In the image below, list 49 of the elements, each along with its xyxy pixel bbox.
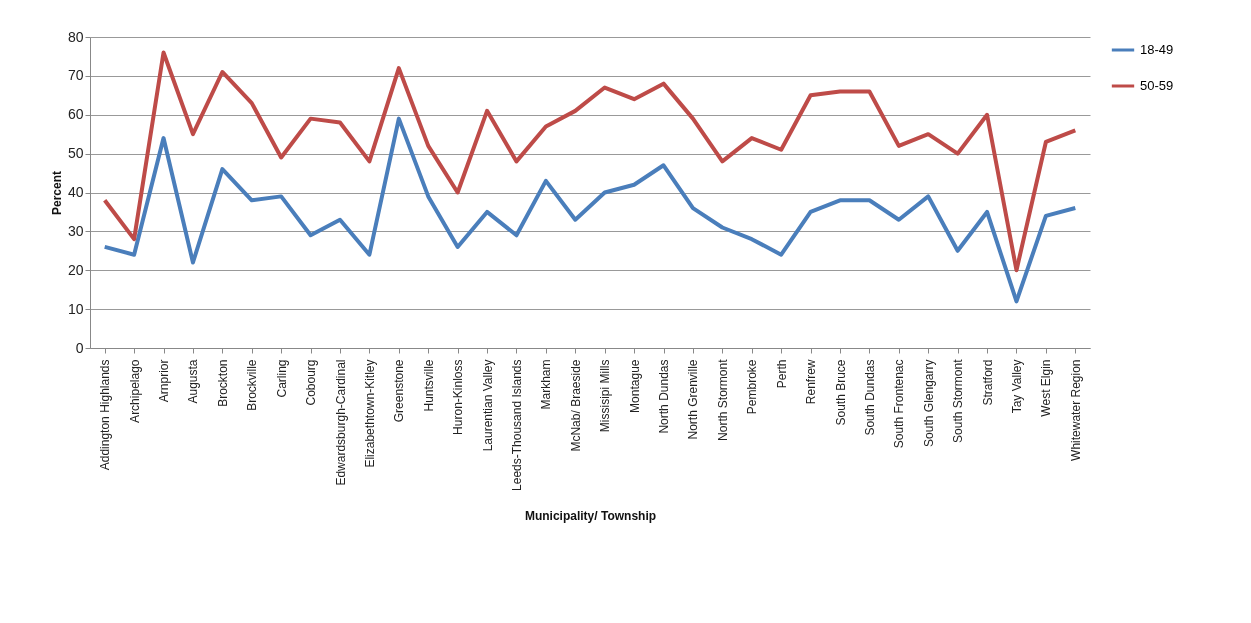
x-tick-label: Renfrew <box>804 359 819 405</box>
x-tick-label: Laurentian Valley <box>480 359 495 452</box>
y-tick-label: 70 <box>67 67 84 84</box>
x-tick-label: Stratford <box>980 359 995 406</box>
x-tick-label: Carling <box>274 359 289 398</box>
x-tick-label: Montague <box>627 359 642 413</box>
y-tick-label: 80 <box>67 28 84 45</box>
x-tick-label: Brockton <box>215 359 230 407</box>
y-tick-label: 0 <box>75 339 84 356</box>
y-axis-title: Percent <box>49 170 64 216</box>
x-tick-label: West Elgin <box>1039 359 1054 417</box>
x-tick-label: South Frontenac <box>892 359 907 449</box>
x-tick-label: Cobourg <box>304 359 319 406</box>
x-tick-label: South Dundas <box>862 359 877 436</box>
y-tick-label: 40 <box>67 184 84 200</box>
x-tick-label: Greenstone <box>392 359 407 423</box>
x-tick-label: McNab/ Braeside <box>568 359 583 452</box>
x-tick-label: Augusta <box>186 359 201 404</box>
x-tick-label: North Grenville <box>686 359 701 440</box>
x-tick-label: Addington Highlands <box>98 359 113 471</box>
x-tick-label: North Stormont <box>715 358 730 441</box>
x-tick-label: Perth <box>774 359 789 389</box>
x-tick-label: Huron-Kinloss <box>451 359 466 435</box>
legend-label: 18-49 <box>1140 42 1174 57</box>
x-tick-label: Missisipi Mills <box>598 359 613 433</box>
line-series <box>102 116 1078 304</box>
x-tick-label: Arnprior <box>157 359 172 403</box>
x-tick-label: Markham <box>539 359 554 410</box>
y-tick-label: 10 <box>67 300 84 317</box>
x-tick-label: South Bruce <box>833 359 848 426</box>
y-tick-label: 50 <box>67 145 84 162</box>
x-tick-label: Edwardsburgh-Cardinal <box>333 359 348 486</box>
x-tick-label: South Glengarry <box>921 359 936 447</box>
x-tick-label: Brockville <box>245 359 260 411</box>
legend-label: 50-59 <box>1140 78 1174 93</box>
x-tick-label: North Dundas <box>657 359 672 434</box>
x-tick-label: Leeds-Thousand Islands <box>509 359 524 491</box>
y-tick-label: 20 <box>67 261 84 278</box>
y-tick-label: 60 <box>67 106 84 123</box>
x-tick-label: Archipelago <box>127 359 142 423</box>
x-tick-label: Huntsville <box>421 359 436 412</box>
line-series <box>102 50 1078 273</box>
x-tick-label: Whitewater Region <box>1068 359 1083 461</box>
x-tick-label: Pembroke <box>745 359 760 415</box>
x-axis-title: Municipality/ Township <box>524 508 657 523</box>
y-tick-label: 30 <box>67 222 84 239</box>
x-tick-label: South Stormont <box>951 358 966 443</box>
x-tick-label: Elizabethtown-Kitley <box>362 359 377 468</box>
x-tick-label: Tay Valley <box>1009 359 1024 414</box>
